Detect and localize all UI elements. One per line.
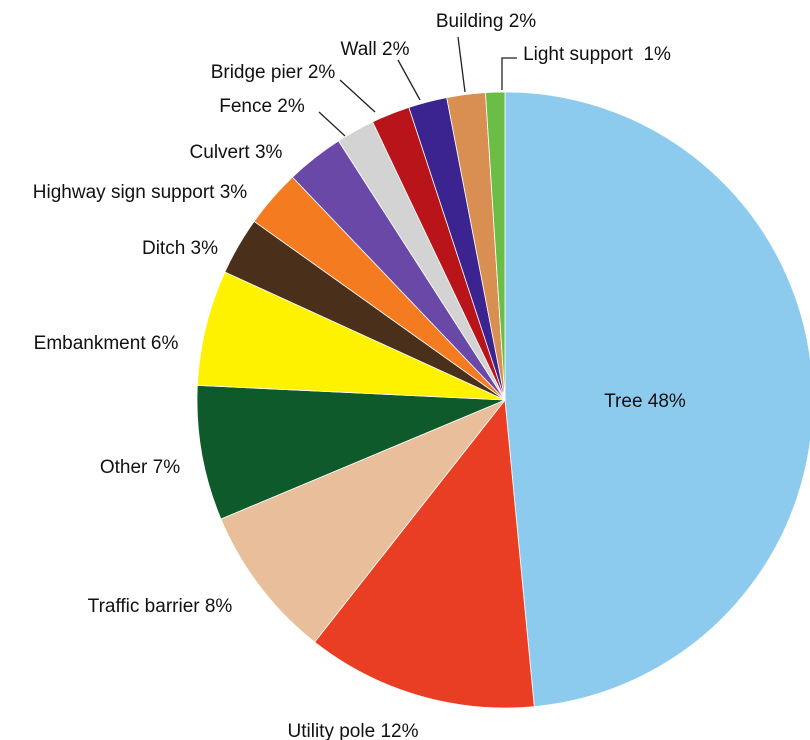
label-tree: Tree 48% bbox=[604, 391, 686, 412]
label-fence: Fence 2% bbox=[219, 96, 305, 117]
slice-light-support bbox=[485, 91, 506, 401]
label-other: Other 7% bbox=[100, 457, 180, 478]
slice-traffic-barrier bbox=[220, 399, 507, 643]
pie-slices bbox=[196, 91, 810, 709]
label-highway-sign-support: Highway sign support 3% bbox=[33, 182, 247, 203]
label-embankment: Embankment 6% bbox=[34, 333, 179, 354]
leader-building bbox=[457, 36, 466, 93]
leader-bridge-pier bbox=[339, 79, 376, 113]
label-ditch: Ditch 3% bbox=[142, 238, 218, 259]
leader-wall bbox=[397, 59, 421, 101]
label-light-support: Light support 1% bbox=[523, 44, 671, 65]
slice-tree bbox=[504, 91, 810, 708]
label-bridge-pier: Bridge pier 2% bbox=[211, 62, 336, 83]
label-wall: Wall 2% bbox=[341, 39, 410, 60]
leader-fence bbox=[318, 111, 346, 137]
label-building: Building 2% bbox=[436, 11, 536, 32]
slice-other bbox=[196, 384, 506, 520]
leader-light-support bbox=[501, 57, 517, 90]
label-utility-pole: Utility pole 12% bbox=[288, 721, 419, 740]
label-traffic-barrier: Traffic barrier 8% bbox=[88, 596, 233, 617]
slice-labels: Tree 48% Utility pole 12% Traffic barrier … bbox=[33, 11, 686, 740]
slice-utility-pole bbox=[314, 398, 535, 709]
leader-lines bbox=[318, 36, 517, 137]
slice-embankment bbox=[196, 271, 506, 401]
label-culvert: Culvert 3% bbox=[190, 142, 283, 163]
